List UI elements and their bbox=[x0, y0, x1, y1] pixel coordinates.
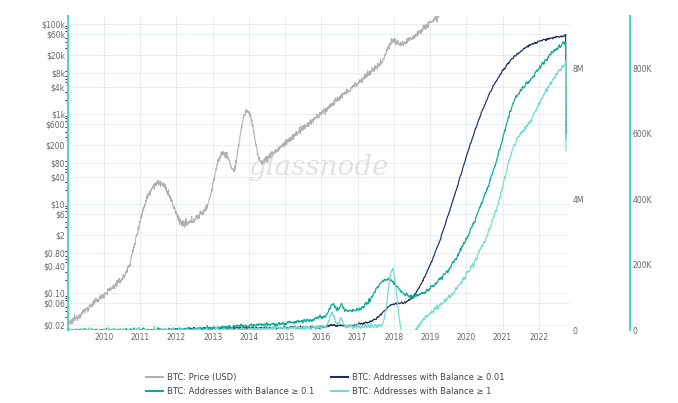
Text: glassnode: glassnode bbox=[248, 154, 389, 181]
Legend: BTC: Price (USD), BTC: Addresses with Balance ≥ 0.1, BTC: Addresses with Balance: BTC: Price (USD), BTC: Addresses with Ba… bbox=[143, 370, 508, 399]
